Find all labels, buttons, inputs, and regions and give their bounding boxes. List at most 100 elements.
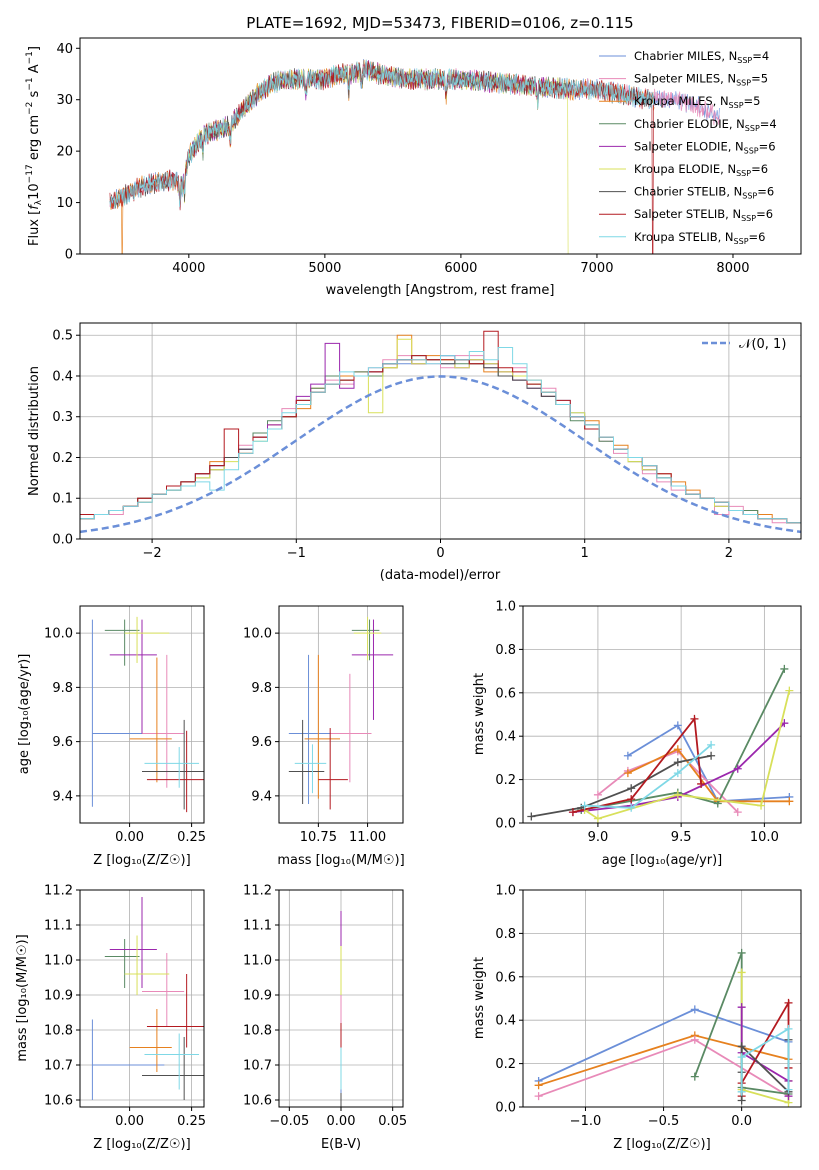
weight-point-marker [527,812,536,821]
weight-point-marker [733,764,742,773]
y-tick-label: 0.4 [495,730,516,745]
weight-point-marker [673,769,682,778]
weight-point-marker [784,1024,793,1033]
histogram-series [80,355,801,528]
age-vs-mass-panel: 10.75 11.00 9.4 9.6 9.8 10.0 mass [log₁₀(M/M☉… [243,605,405,868]
weight-point-marker [737,1003,746,1012]
weight-point-marker [733,808,742,817]
mass-vs-Z-frame [79,889,205,1108]
normal-reference-curve [80,375,801,534]
x-tick-label: −0.05 [269,1114,309,1129]
x-tick-label: 10.75 [300,830,337,845]
y-tick-label: 10 [56,196,73,211]
x-tick-label: 0.25 [177,830,206,845]
histogram-series [80,355,801,528]
y-tick-label: 9.6 [251,735,272,750]
y-tick-label: 10.6 [243,1094,272,1109]
weight-point-marker [534,1081,543,1090]
x-tick-label: 2 [725,546,733,561]
x-tick-label: 0.25 [177,1114,206,1129]
x-tick-label: 0.00 [327,1114,356,1129]
histogram-series [80,347,801,528]
y-tick-label: 11.1 [44,919,73,934]
spectrum-xlabel: wavelength [Angstrom, rest frame] [326,283,555,298]
x-tick-label: 0 [436,546,444,561]
x-tick-label: 4000 [172,261,205,276]
spectrum-panel: 4000 5000 6000 7000 8000 0 10 20 30 40 wavelength… [25,37,802,298]
errorbar-group [288,616,394,810]
legend-label: Chabrier MILES, NSSP=4 [634,49,769,65]
y-tick-label: 10.0 [44,627,73,642]
legend-label: Kroupa STELIB, NSSP=6 [634,230,765,246]
y-tick-label: 0.2 [495,773,516,788]
y-tick-label: 11.0 [243,954,272,969]
x-tick-label: 0.05 [378,1114,407,1129]
weight-point-marker [737,1053,746,1062]
legend-label: Salpeter STELIB, NSSP=6 [634,207,773,223]
y-tick-label: 0.4 [495,1014,516,1029]
y-tick-label: 0.8 [495,927,516,942]
y-tick-label: 10.9 [243,989,272,1004]
y-tick-label: 20 [56,145,73,160]
weight-vs-Z-xlabel: Z [log₁₀(Z/Z☉)] [613,1137,710,1152]
legend-label: Chabrier ELODIE, NSSP=4 [634,117,777,133]
weight-vs-age-ylabel: mass weight [472,673,487,755]
residuals-legend-label: 𝒩(0, 1) [739,337,786,352]
weight-point-marker [673,745,682,754]
weight-point-marker [580,801,589,810]
y-tick-label: 0.6 [495,970,516,985]
y-tick-label: 0.1 [52,492,73,507]
weight-series-group [534,948,793,1107]
x-tick-label: 0.0 [731,1114,752,1129]
y-tick-label: 11.2 [44,884,73,899]
x-tick-label: 6000 [444,261,477,276]
y-tick-label: 0.8 [495,643,516,658]
errorbar-group [91,897,204,1100]
weight-vs-Z-panel: −1.0 −0.5 0.0 0.0 0.2 0.4 0.6 0.8 1.0 Z [log₁₀(Z… [472,884,802,1152]
y-tick-label: 0 [65,248,73,263]
histogram-group [80,330,801,534]
weight-series-group [527,664,794,823]
weight-point-marker [780,664,789,673]
weight-point-marker [627,795,636,804]
y-tick-label: 9.6 [52,735,73,750]
weight-point-marker [690,714,699,723]
histogram-series [80,330,801,528]
weight-point-marker [707,751,716,760]
y-tick-label: 30 [56,93,73,108]
y-tick-label: 0.0 [52,533,73,548]
x-tick-label: 1 [581,546,589,561]
mass-vs-ebv-xlabel: E(B-V) [321,1137,361,1152]
age-vs-Z-ylabel: age [log₁₀(age/yr)] [17,654,32,775]
y-tick-label: 0.2 [52,451,73,466]
legend-label: Kroupa MILES, NSSP=5 [634,94,760,110]
y-tick-label: 11.1 [243,919,272,934]
y-tick-label: 0.0 [495,1101,516,1116]
weight-series-line [584,744,712,809]
y-tick-label: 40 [56,42,73,57]
residuals-ylabel: Normed distribution [27,366,42,496]
weight-point-marker [737,948,746,957]
y-tick-label: 9.8 [251,681,272,696]
y-tick-label: 10.6 [44,1094,73,1109]
spectrum-plot-frame [79,37,802,255]
spectrum-lines [109,58,720,254]
y-tick-label: 0.4 [52,369,73,384]
weight-point-marker [785,686,794,695]
y-tick-label: 0.5 [52,329,73,344]
y-tick-label: 9.4 [251,789,272,804]
residuals-panel: −2 −1 0 1 2 0.0 0.1 0.2 0.3 0.4 0.5 (data-model)/e… [27,322,802,583]
weight-vs-age-panel: 9.0 9.5 10.0 0.0 0.2 0.4 0.6 0.8 1.0 age [log₁₀(… [472,600,802,868]
weight-point-marker [534,1092,543,1101]
x-tick-label: 7000 [580,261,613,276]
weight-point-marker [593,814,602,823]
y-tick-label: 11.0 [44,954,73,969]
weight-series-line [740,1027,790,1092]
age-vs-Z-xlabel: Z [log₁₀(Z/Z☉)] [93,853,190,868]
weight-point-marker [784,1085,793,1094]
weight-series-line [740,972,790,1104]
weight-point-marker [690,1005,699,1014]
y-tick-label: 0.3 [52,410,73,425]
weight-point-marker [757,801,766,810]
